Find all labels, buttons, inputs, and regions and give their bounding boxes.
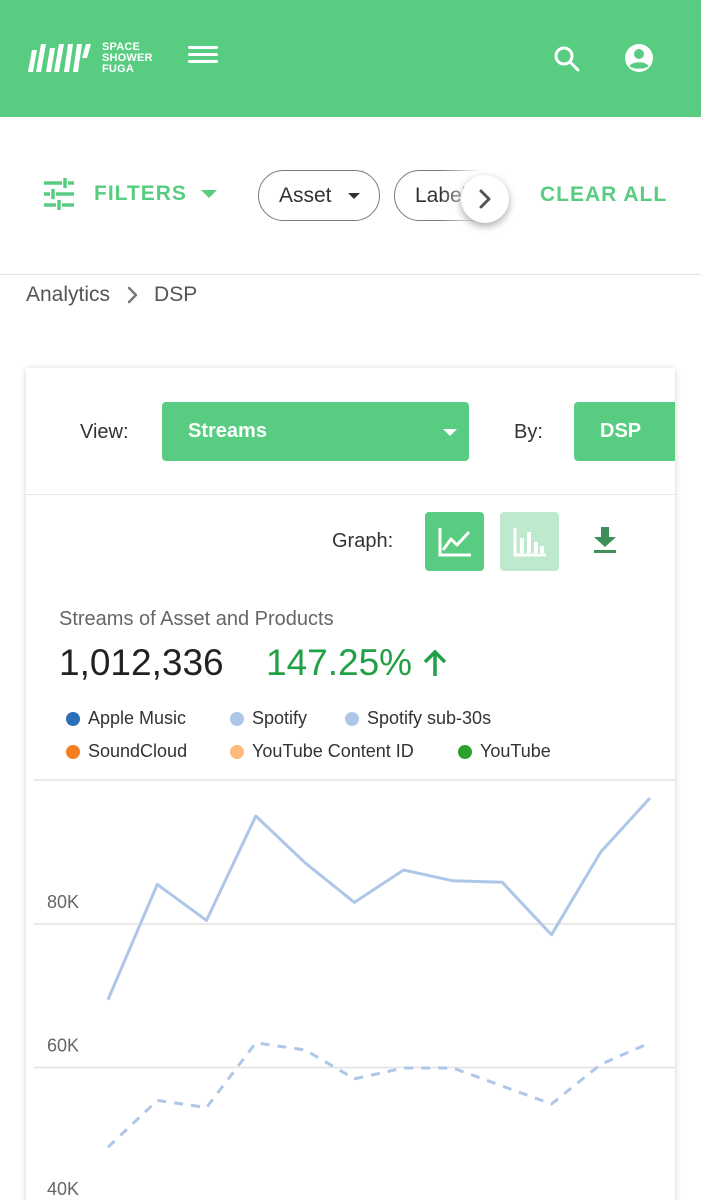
legend-dot (345, 711, 359, 726)
filters-button[interactable]: FILTERS (42, 177, 217, 211)
scroll-right-button[interactable] (461, 175, 509, 223)
chevron-right-icon (479, 189, 491, 209)
logo-wordmark: SPACE SHOWER FUGA (102, 40, 153, 75)
legend-item[interactable]: Spotify sub-30s (345, 708, 491, 729)
tune-filters-icon (44, 178, 74, 210)
legend-label: Apple Music (88, 708, 187, 728)
chevron-down-icon (443, 429, 457, 436)
legend-dot (230, 744, 244, 759)
chevron-down-icon (347, 192, 360, 199)
stats-change-value: 147.25% (266, 642, 413, 683)
legend-label: SoundCloud (88, 741, 188, 761)
legend-label: Spotify sub-30s (367, 708, 492, 728)
legend-label: Spotify (252, 708, 308, 728)
breadcrumb: Analytics DSP (26, 283, 197, 307)
bar-chart-icon (513, 527, 546, 556)
legend-item[interactable]: Spotify (230, 708, 307, 729)
view-select-value: Streams (188, 420, 267, 442)
arrow-up-icon (423, 649, 447, 676)
download-icon (594, 527, 616, 553)
legend-label: YouTube (480, 741, 551, 761)
stats-title: Streams of Asset and Products (59, 608, 334, 630)
series-line-spotify-sub-30s (106, 1041, 651, 1149)
chevron-right-icon (127, 286, 138, 304)
card-controls: View: Streams By: DSP (26, 368, 675, 495)
legend-dot (66, 711, 80, 726)
legend-label: YouTube Content ID (252, 741, 414, 761)
line-chart-icon (438, 527, 471, 556)
logo-mark-icon (28, 44, 91, 72)
download-button[interactable] (585, 518, 625, 562)
brand-logo[interactable]: SPACE SHOWER FUGA (26, 40, 153, 76)
stats-total: 1,012,336 (59, 642, 224, 683)
graph-label: Graph: (332, 530, 394, 552)
stats-change: 147.25% (266, 642, 448, 684)
line-graph-button[interactable] (425, 512, 484, 571)
y-tick-label: 40K (47, 1179, 79, 1199)
search-icon[interactable] (552, 44, 582, 74)
y-tick-label: 80K (47, 892, 79, 912)
breadcrumb-dsp: DSP (154, 283, 198, 306)
clear-all-button[interactable]: CLEAR ALL (540, 183, 668, 206)
y-tick-label: 60K (47, 1036, 79, 1056)
filter-bar: FILTERS Asset Label CLEAR ALL (0, 117, 701, 275)
legend-item[interactable]: YouTube (458, 741, 551, 762)
breadcrumb-analytics[interactable]: Analytics (26, 283, 111, 306)
hamburger-menu-icon[interactable] (186, 42, 220, 70)
account-circle-icon[interactable] (623, 42, 655, 74)
streams-line-chart: 80K 60K 40K (34, 779, 675, 1199)
top-app-bar: SPACE SHOWER FUGA (0, 0, 701, 117)
legend-item[interactable]: Apple Music (66, 708, 186, 729)
view-select[interactable]: Streams (162, 402, 469, 461)
analytics-card: View: Streams By: DSP Graph: Streams (26, 368, 675, 1200)
view-label: View: (80, 421, 129, 443)
legend-dot (458, 744, 472, 759)
filters-label: FILTERS (94, 182, 187, 205)
by-dsp-button[interactable]: DSP (574, 402, 675, 461)
by-label: By: (514, 421, 543, 443)
asset-chip-label: Asset (279, 183, 332, 207)
legend-item[interactable]: YouTube Content ID (230, 741, 414, 762)
asset-filter-chip[interactable]: Asset (258, 170, 380, 221)
legend-dot (66, 744, 80, 759)
series-line-spotify (106, 796, 652, 1001)
chevron-down-icon (200, 190, 217, 198)
by-dsp-label: DSP (600, 420, 642, 442)
legend-item[interactable]: SoundCloud (66, 741, 187, 762)
bar-graph-button[interactable] (500, 512, 559, 571)
legend-dot (230, 711, 244, 726)
